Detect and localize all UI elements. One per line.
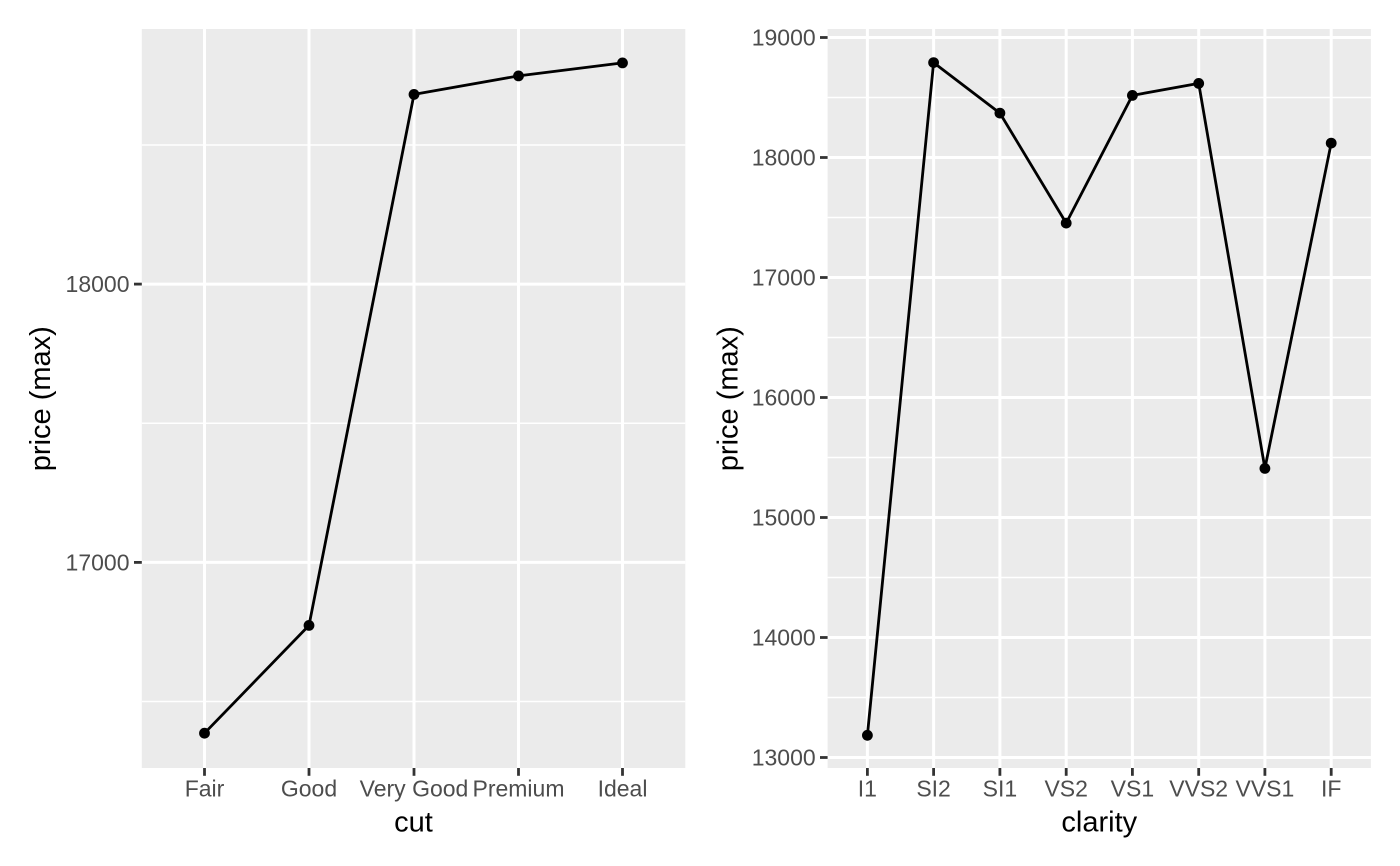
svg-text:IF: IF (1321, 776, 1341, 802)
svg-text:clarity: clarity (1061, 807, 1137, 839)
svg-text:14000: 14000 (752, 624, 816, 650)
svg-text:17000: 17000 (752, 264, 816, 290)
svg-text:VS2: VS2 (1044, 776, 1087, 802)
svg-text:SI1: SI1 (983, 776, 1018, 802)
svg-text:Ideal: Ideal (598, 776, 648, 802)
svg-text:16000: 16000 (752, 384, 816, 410)
svg-text:18000: 18000 (752, 144, 816, 170)
svg-text:13000: 13000 (752, 744, 816, 770)
svg-text:15000: 15000 (752, 504, 816, 530)
svg-text:VS1: VS1 (1111, 776, 1154, 802)
svg-text:17000: 17000 (66, 549, 130, 575)
svg-text:I1: I1 (858, 776, 877, 802)
svg-text:VVS2: VVS2 (1169, 776, 1228, 802)
svg-text:Premium: Premium (472, 776, 564, 802)
svg-text:Fair: Fair (185, 776, 225, 802)
svg-text:cut: cut (394, 807, 433, 839)
svg-text:price (max): price (max) (25, 326, 57, 471)
svg-text:Good: Good (281, 776, 337, 802)
svg-text:Very Good: Very Good (360, 776, 469, 802)
svg-text:price (max): price (max) (713, 326, 745, 471)
svg-text:19000: 19000 (752, 24, 816, 50)
svg-text:VVS1: VVS1 (1235, 776, 1294, 802)
svg-text:SI2: SI2 (916, 776, 951, 802)
svg-text:18000: 18000 (66, 271, 130, 297)
